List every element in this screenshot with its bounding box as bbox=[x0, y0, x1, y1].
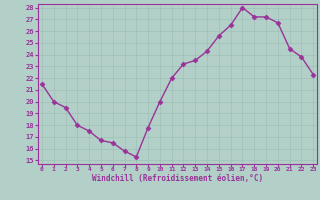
X-axis label: Windchill (Refroidissement éolien,°C): Windchill (Refroidissement éolien,°C) bbox=[92, 174, 263, 183]
